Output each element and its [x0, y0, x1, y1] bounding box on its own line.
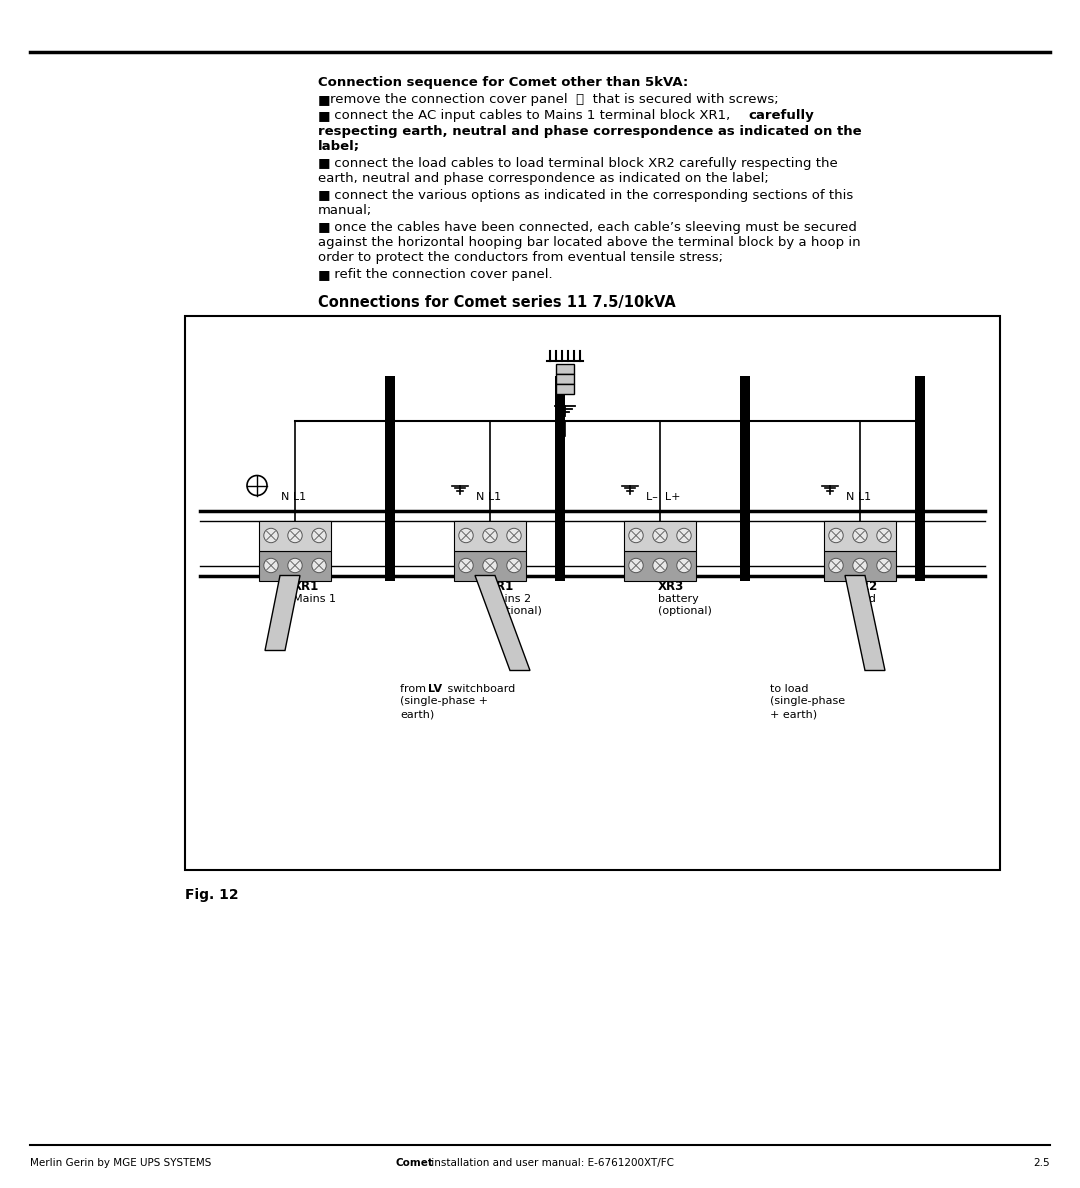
- Text: 2.5: 2.5: [1034, 1158, 1050, 1168]
- Text: connect the load cables to load terminal block XR2 carefully respecting the: connect the load cables to load terminal…: [330, 157, 838, 170]
- Polygon shape: [475, 575, 530, 670]
- Polygon shape: [845, 575, 885, 670]
- Text: N L1: N L1: [281, 493, 306, 503]
- Circle shape: [459, 558, 473, 573]
- Circle shape: [483, 529, 497, 543]
- Circle shape: [312, 558, 326, 573]
- Circle shape: [677, 529, 691, 543]
- Circle shape: [247, 475, 267, 495]
- Circle shape: [652, 529, 667, 543]
- Text: XR3: XR3: [658, 581, 685, 594]
- Text: N L1: N L1: [476, 493, 501, 503]
- Text: N L1: N L1: [846, 493, 872, 503]
- Text: (optional): (optional): [488, 607, 542, 617]
- Circle shape: [287, 558, 302, 573]
- Text: (single-phase: (single-phase: [770, 696, 846, 707]
- Text: switchboard: switchboard: [444, 683, 515, 694]
- Text: ■: ■: [318, 93, 330, 106]
- Text: (single-phase +: (single-phase +: [400, 696, 488, 707]
- Circle shape: [459, 529, 473, 543]
- Bar: [555, 375, 565, 581]
- Text: load: load: [852, 594, 876, 604]
- Text: label;: label;: [318, 140, 360, 153]
- Text: + earth): + earth): [770, 709, 818, 720]
- Circle shape: [877, 558, 891, 573]
- Circle shape: [483, 558, 497, 573]
- Circle shape: [629, 558, 644, 573]
- Text: ■: ■: [318, 268, 330, 282]
- Text: XR1: XR1: [293, 581, 320, 594]
- Text: order to protect the conductors from eventual tensile stress;: order to protect the conductors from eve…: [318, 252, 723, 265]
- Bar: [624, 520, 696, 550]
- Text: Connection sequence for Comet other than 5kVA:: Connection sequence for Comet other than…: [318, 76, 688, 89]
- Circle shape: [853, 558, 867, 573]
- Bar: [624, 550, 696, 581]
- Circle shape: [677, 558, 691, 573]
- Text: to load: to load: [770, 683, 809, 694]
- Text: respecting earth, neutral and phase correspondence as indicated on the: respecting earth, neutral and phase corr…: [318, 125, 862, 138]
- Bar: [556, 384, 573, 393]
- Bar: [556, 373, 573, 384]
- Text: earth): earth): [400, 709, 434, 720]
- Circle shape: [312, 529, 326, 543]
- Circle shape: [828, 529, 843, 543]
- Polygon shape: [265, 575, 300, 651]
- Text: connect the various options as indicated in the corresponding sections of this: connect the various options as indicated…: [330, 189, 853, 202]
- Bar: [915, 375, 924, 581]
- Bar: [556, 364, 573, 373]
- Text: manual;: manual;: [318, 204, 373, 217]
- Text: once the cables have been connected, each cable’s sleeving must be secured: once the cables have been connected, eac…: [330, 221, 856, 234]
- Text: Mains 1: Mains 1: [293, 594, 336, 604]
- Circle shape: [629, 529, 644, 543]
- Text: LV: LV: [428, 683, 442, 694]
- Text: battery: battery: [658, 594, 699, 604]
- Bar: [454, 520, 526, 550]
- Text: against the horizontal hooping bar located above the terminal block by a hoop in: against the horizontal hooping bar locat…: [318, 236, 861, 249]
- Bar: [454, 550, 526, 581]
- Bar: [384, 375, 395, 581]
- Circle shape: [853, 529, 867, 543]
- Text: from: from: [400, 683, 430, 694]
- Text: L–  L+: L– L+: [646, 493, 680, 503]
- Text: refit the connection cover panel.: refit the connection cover panel.: [330, 268, 553, 282]
- Text: ■: ■: [318, 109, 330, 122]
- Text: ■: ■: [318, 157, 330, 170]
- Text: ■: ■: [318, 221, 330, 234]
- Bar: [185, 316, 1000, 870]
- Circle shape: [652, 558, 667, 573]
- Text: ■: ■: [318, 189, 330, 202]
- Text: Mains 2: Mains 2: [488, 594, 531, 604]
- Text: connect the AC input cables to Mains 1 terminal block XR1,: connect the AC input cables to Mains 1 t…: [330, 109, 734, 122]
- Text: carefully: carefully: [748, 109, 813, 122]
- Text: Fig. 12: Fig. 12: [185, 887, 239, 902]
- Text: (optional): (optional): [658, 607, 712, 617]
- Text: XR1: XR1: [488, 581, 514, 594]
- Circle shape: [264, 558, 279, 573]
- Circle shape: [507, 558, 522, 573]
- Text: Comet: Comet: [395, 1158, 433, 1168]
- Text: installation and user manual: E-6761200XT/FC: installation and user manual: E-6761200X…: [428, 1158, 674, 1168]
- Bar: [824, 520, 896, 550]
- Text: remove the connection cover panel  ⓓ  that is secured with screws;: remove the connection cover panel ⓓ that…: [330, 93, 779, 106]
- Circle shape: [287, 529, 302, 543]
- Text: Merlin Gerin by MGE UPS SYSTEMS: Merlin Gerin by MGE UPS SYSTEMS: [30, 1158, 212, 1168]
- Text: XR2: XR2: [852, 581, 878, 594]
- Circle shape: [507, 529, 522, 543]
- Bar: [740, 375, 750, 581]
- Text: Connections for Comet series 11 7.5/10kVA: Connections for Comet series 11 7.5/10kV…: [318, 296, 676, 310]
- Text: earth, neutral and phase correspondence as indicated on the label;: earth, neutral and phase correspondence …: [318, 172, 769, 185]
- Bar: [259, 520, 330, 550]
- Bar: [824, 550, 896, 581]
- Bar: [259, 550, 330, 581]
- Circle shape: [828, 558, 843, 573]
- Circle shape: [264, 529, 279, 543]
- Circle shape: [877, 529, 891, 543]
